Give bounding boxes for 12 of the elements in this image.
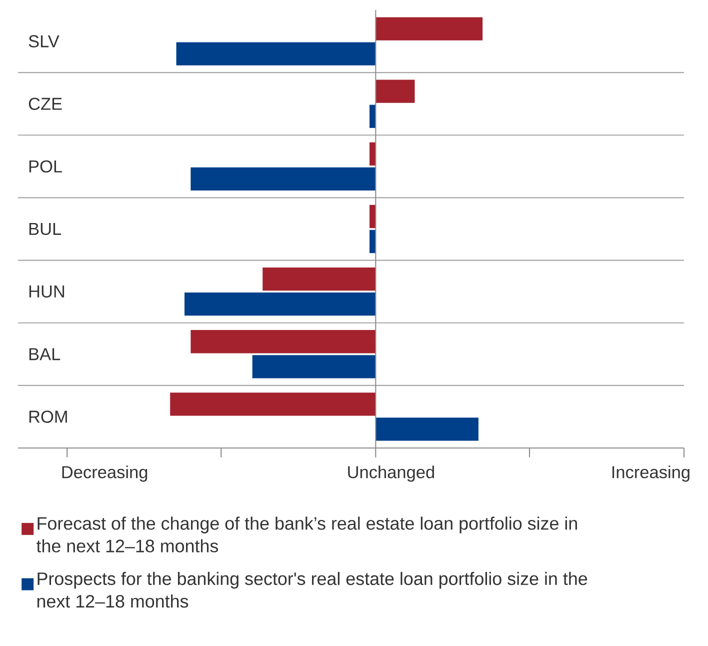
y-tick-label: BUL [29,222,62,236]
y-tick-label: HUN [29,286,64,298]
y-tick-label: SLV [28,35,60,48]
y-tick-label: POL [29,160,62,173]
y-tick-label: CZE [28,98,62,110]
text: Unchanged [348,466,434,482]
y-tick-label: ROM [29,410,67,423]
text: Decreasing [62,466,148,482]
y-tick-label: BAL [29,348,60,360]
text: Increasing [612,466,690,482]
legend-label: Prospects for the banking sector's real estate loan portfolio size in the next 12–18 months [37,572,588,608]
legend-label: Forecast of the change of the bank’s real estate loan portfolio size in the next 12–18 months [36,516,577,552]
